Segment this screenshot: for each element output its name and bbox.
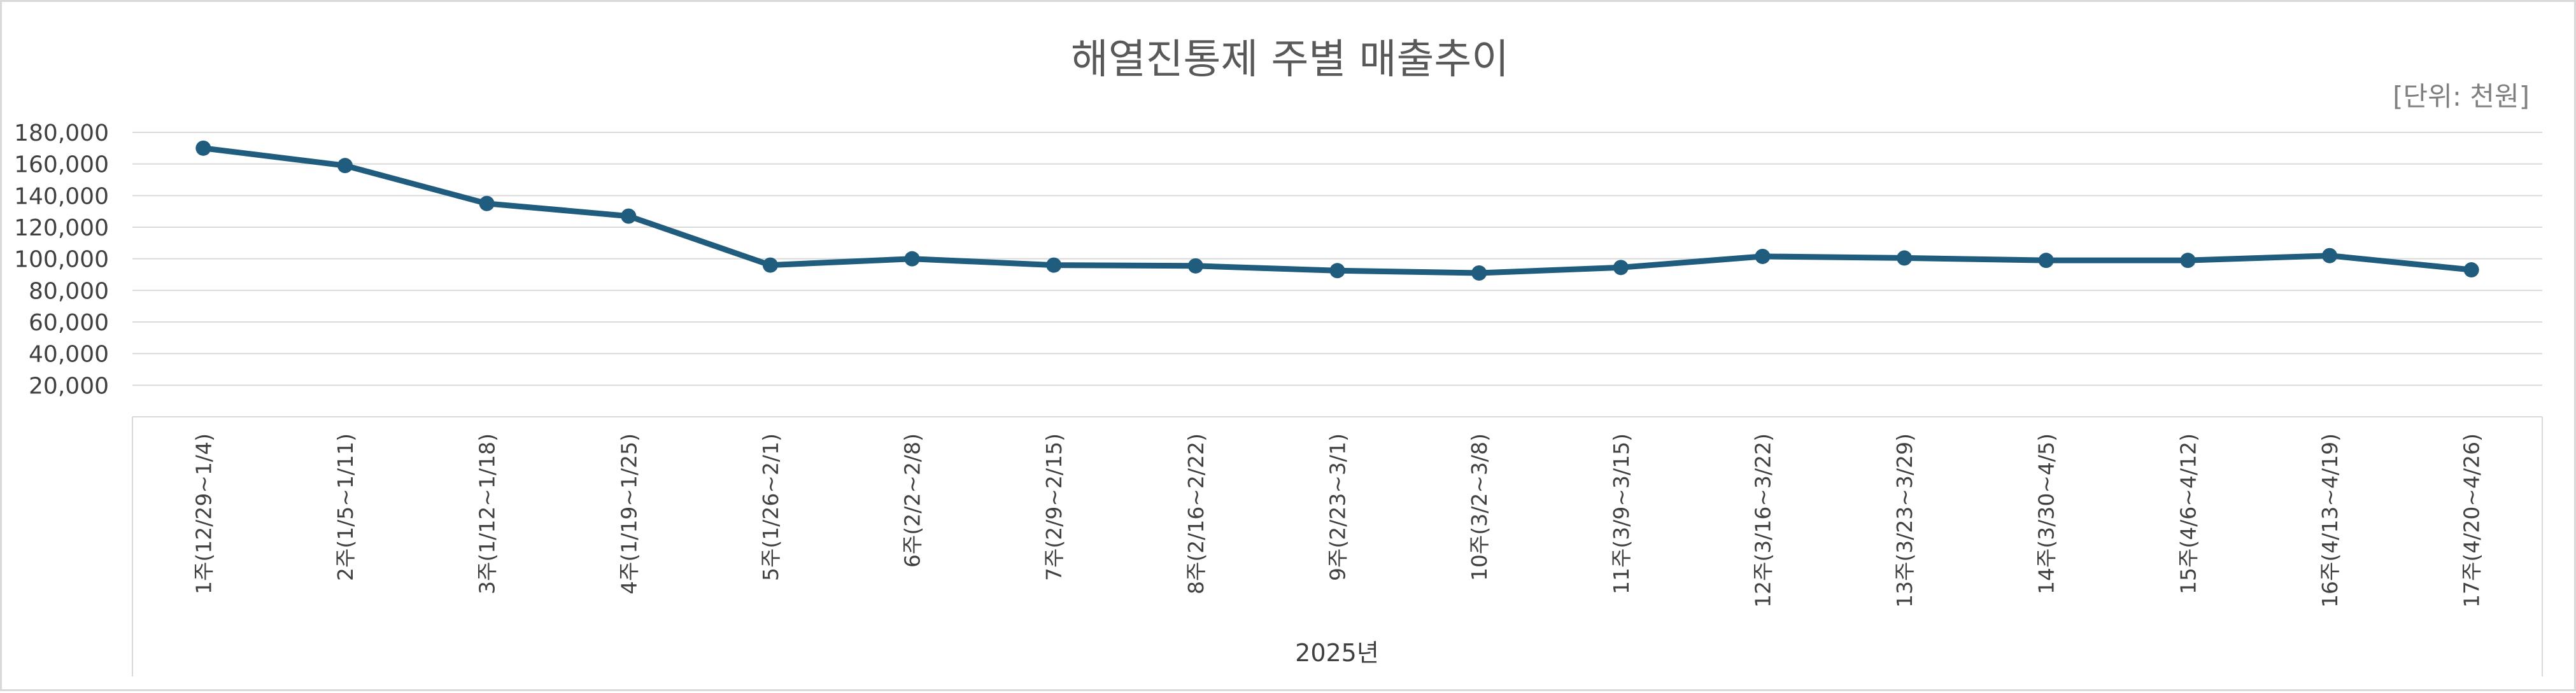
y-tick-label: 40,000 [29,342,109,368]
series [195,140,2479,281]
x-tick-label: 9주(2/23~3/1) [1326,433,1350,581]
data-point [1755,248,1771,264]
data-point [479,195,495,211]
x-tick-label: 10주(3/2~3/8) [1467,433,1492,581]
y-tick-label: 140,000 [14,183,109,209]
x-tick-label: 16주(4/13~4/19) [2318,433,2342,608]
x-tick-label: 15주(4/6~4/12) [2176,433,2200,594]
x-tick-label: 12주(3/16~3/22) [1750,433,1775,608]
data-point [1187,258,1203,274]
data-point [904,251,920,267]
x-tick-label: 13주(3/23~3/29) [1892,433,1917,608]
data-point [762,257,778,273]
x-tick-label: 11주(3/9~3/15) [1609,433,1634,594]
x-tick-labels: 1주(12/29~1/4) 2주(1/5~1/11) 3주(1/12~1/18) 4주… [191,433,2484,608]
series-line [200,145,2475,276]
chart-title: 해열진통제 주별 매출추이 [1071,36,1509,83]
x-tick-label: 8주(2/16~2/22) [1184,433,1208,594]
x-tick-label: 17주(4/20~4/26) [2459,433,2484,608]
data-point [621,208,637,224]
y-tick-label: 120,000 [14,215,109,241]
x-tick-label: 7주(2/9~2/15) [1042,433,1066,581]
data-point [1046,257,1062,273]
y-tick-label: 80,000 [29,278,109,304]
x-tick-label: 6주(2/2~2/8) [900,433,925,568]
x-tick-label: 1주(12/29~1/4) [191,433,216,594]
data-point [1897,250,1913,266]
x-tick-label: 3주(1/12~1/18) [475,433,500,594]
grid-lines [132,132,2542,386]
y-tick-label: 100,000 [14,247,109,273]
axes [132,416,2543,676]
data-point [1613,260,1629,276]
y-tick-label: 160,000 [14,152,109,178]
data-point [2180,253,2196,269]
x-tick-label: 14주(3/30~4/5) [2034,433,2059,594]
y-tick-label: 60,000 [29,310,109,336]
data-point [2322,248,2338,263]
x-tick-label: 2주(1/5~1/11) [333,433,358,581]
y-tick-labels: 20,000 40,000 60,000 80,000 100,000 120,000 14… [14,120,109,399]
x-group-label: 2025년 [1295,639,1379,667]
y-tick-label: 180,000 [14,120,109,146]
data-point [2463,262,2479,278]
data-point [1471,265,1487,281]
data-point [337,158,353,174]
data-point [1329,263,1345,279]
x-tick-label: 5주(1/26~2/1) [758,433,783,581]
data-point [195,140,211,156]
y-tick-label: 20,000 [29,373,109,399]
data-point [2038,253,2054,269]
unit-label: [단위: 천원] [2393,81,2530,112]
x-tick-label: 4주(1/19~1/25) [616,433,641,594]
